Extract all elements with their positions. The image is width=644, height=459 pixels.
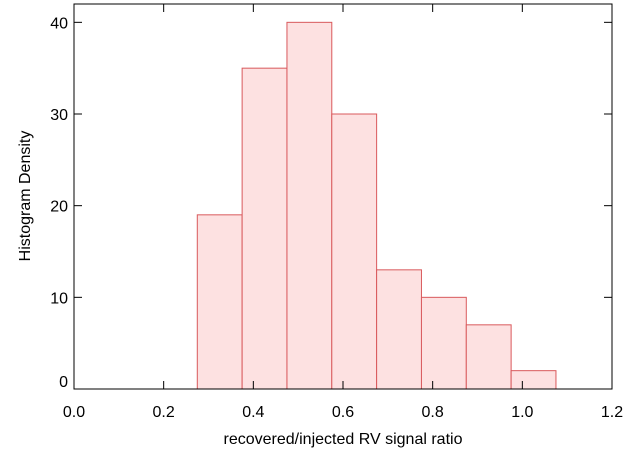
y-tick-label: 20 [50,199,68,216]
x-tick-label: 0.4 [242,404,264,421]
histogram-bar [331,113,378,390]
histogram-bar [241,67,288,390]
x-tick-label: 1.0 [511,404,533,421]
histogram-bar [286,21,333,390]
x-tick-label: 1.2 [601,404,623,421]
y-tick-label: 10 [50,290,68,307]
y-tick-label: 40 [50,15,68,32]
histogram-bar [376,269,422,390]
histogram-bar [196,214,243,390]
histogram-bar [465,324,512,390]
x-tick-label: 0.8 [422,404,444,421]
x-tick-label: 0.6 [332,404,354,421]
y-tick-label: 30 [50,107,68,124]
histogram-bar [510,370,557,390]
x-axis-label: recovered/injected RV signal ratio [224,431,463,448]
x-tick-label: 0.2 [153,404,175,421]
y-axis-label: Histogram Density [17,131,34,262]
histogram-bar [420,296,467,390]
x-tick-label: 0.0 [63,404,85,421]
y-tick-label: 0 [59,374,68,391]
